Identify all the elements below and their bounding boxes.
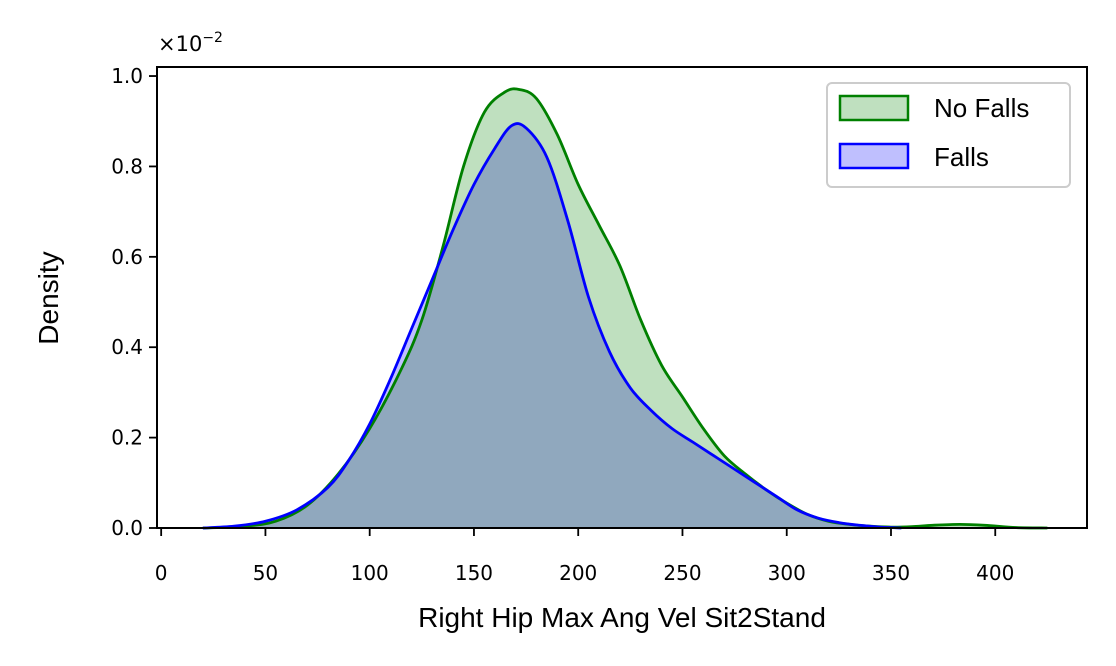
x-tick-label-0: 0 — [155, 561, 168, 585]
area-falls — [202, 123, 902, 529]
line-falls — [202, 122, 902, 530]
x-tick-label-250: 250 — [663, 561, 701, 585]
legend: No Falls Falls — [826, 82, 1071, 188]
legend-swatch-falls — [838, 142, 910, 170]
x-tick-label-350: 350 — [872, 561, 910, 585]
legend-swatch-no-falls — [838, 94, 910, 122]
legend-label-no-falls: No Falls — [934, 93, 1029, 123]
series-fills — [202, 88, 1048, 529]
legend-label-falls: Falls — [934, 142, 989, 172]
y-offset-label: ×10−2 — [158, 30, 223, 56]
x-tick-label-150: 150 — [455, 561, 493, 585]
y-tick-label-4: 0.8 — [111, 154, 143, 178]
axes-frame — [156, 66, 1088, 529]
x-tick-label-300: 300 — [768, 561, 806, 585]
y-tick-label-0: 0.0 — [111, 516, 143, 540]
y-tick-label-1: 0.2 — [111, 426, 143, 450]
y-tick-label-5: 1.0 — [111, 64, 143, 88]
x-tick-label-200: 200 — [559, 561, 597, 585]
y-axis-ticks: 0.0 0.2 0.4 0.6 0.8 1.0 — [111, 64, 157, 540]
y-tick-label-3: 0.6 — [111, 245, 143, 269]
y-tick-label-2: 0.4 — [111, 335, 143, 359]
x-tick-label-100: 100 — [351, 561, 389, 585]
y-axis-label: Density — [33, 251, 64, 344]
x-tick-label-50: 50 — [253, 561, 278, 585]
x-axis-label: Right Hip Max Ang Vel Sit2Stand — [418, 602, 826, 633]
x-axis-ticks: 0 50 100 150 200 250 300 350 400 — [155, 528, 1014, 585]
x-tick-label-400: 400 — [976, 561, 1014, 585]
